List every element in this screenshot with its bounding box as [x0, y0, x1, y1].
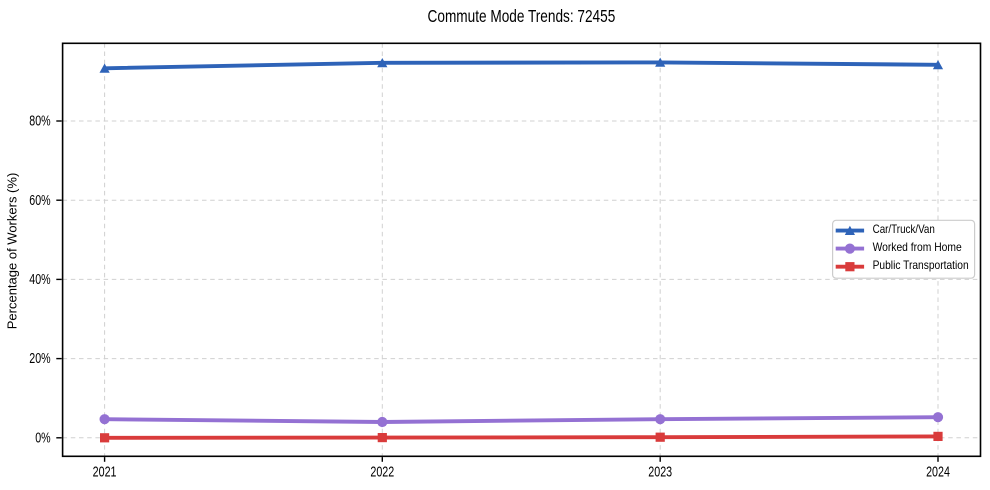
- svg-text:Worked from Home: Worked from Home: [873, 241, 962, 254]
- svg-text:2024: 2024: [926, 463, 950, 480]
- svg-text:Percentage of Workers (%): Percentage of Workers (%): [5, 173, 20, 330]
- svg-text:40%: 40%: [29, 270, 51, 287]
- svg-text:20%: 20%: [29, 349, 51, 366]
- svg-text:2023: 2023: [648, 463, 672, 480]
- svg-text:80%: 80%: [29, 112, 51, 129]
- svg-text:Car/Truck/Van: Car/Truck/Van: [873, 223, 935, 236]
- svg-text:60%: 60%: [29, 191, 51, 208]
- svg-text:Commute Mode Trends: 72455: Commute Mode Trends: 72455: [428, 7, 616, 26]
- svg-text:0%: 0%: [35, 429, 51, 446]
- svg-text:2022: 2022: [370, 463, 394, 480]
- svg-text:2021: 2021: [93, 463, 117, 480]
- svg-text:Public Transportation: Public Transportation: [873, 259, 969, 272]
